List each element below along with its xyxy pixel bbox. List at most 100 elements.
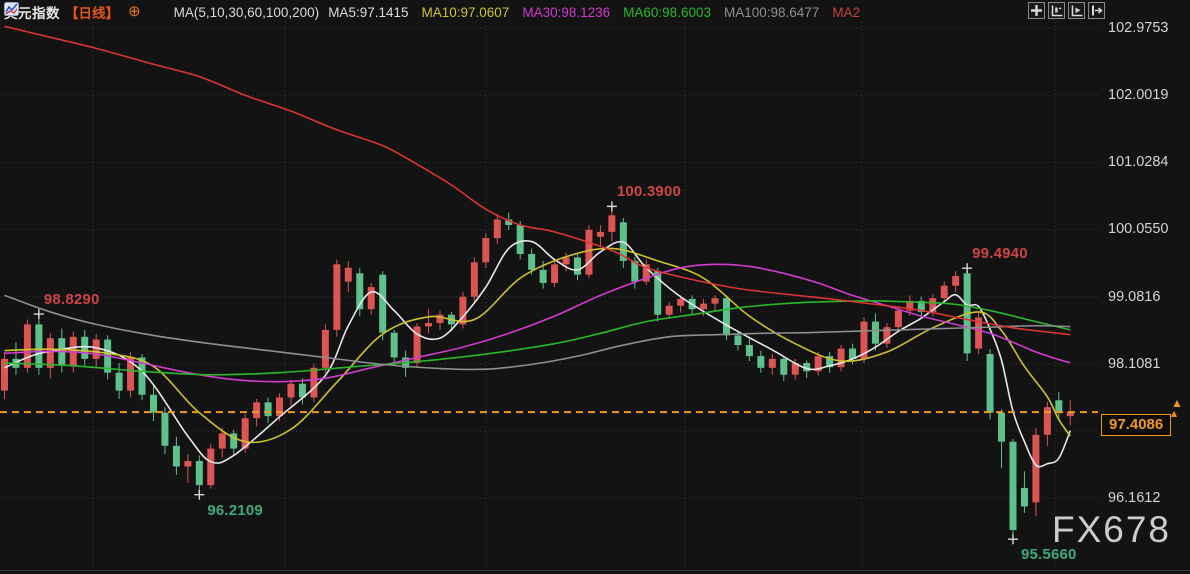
candle-body (1066, 411, 1074, 417)
candle-body (425, 322, 433, 327)
candle-body (734, 335, 742, 346)
candle-body (149, 394, 157, 413)
candle-body (276, 397, 284, 417)
candle-body (459, 296, 467, 325)
axis-play-button[interactable] (1068, 2, 1085, 19)
candle-body (986, 354, 994, 413)
candle-body (321, 329, 329, 368)
extreme-cross-icon (606, 201, 617, 212)
candle-body (344, 267, 352, 282)
annotation-low: 96.2109 (207, 501, 263, 519)
legend-bar: 美元指数 【日线】 ⊕ MA(5,10,30,60,100,200) MA5:9… (4, 2, 860, 22)
candle-body (711, 298, 719, 304)
axis-scale-button[interactable] (1048, 2, 1065, 19)
axis-play-icon (1071, 5, 1083, 17)
candle-body (826, 356, 834, 368)
candle-body (436, 314, 444, 323)
candle-body (791, 363, 799, 375)
candle-body (917, 300, 925, 312)
ma-legend-values: MA5:97.1415 MA10:97.0607 MA30:98.1236 MA60:… (328, 5, 860, 20)
candle-body (596, 231, 604, 237)
candle-body (539, 269, 547, 283)
annotation-low: 95.5660 (1020, 546, 1077, 564)
candle-body (574, 257, 581, 275)
collapse-panel-button[interactable] (1088, 2, 1105, 19)
candle-body (470, 262, 478, 297)
add-indicator-icon[interactable]: ⊕ (128, 3, 141, 20)
y-axis-label: 98.1081 (1108, 355, 1161, 372)
ma-legend-item: MA100:98.6477 (723, 4, 820, 20)
annotation-high: 98.8290 (43, 291, 100, 309)
candle-body (195, 460, 203, 486)
candle-body (757, 356, 765, 368)
candle-body (722, 298, 730, 336)
candle-body (883, 327, 891, 344)
watermark: FX678 (1052, 509, 1172, 550)
toolbar (1028, 2, 1105, 19)
extreme-cross-icon (194, 489, 205, 500)
candle-body (894, 310, 902, 328)
candle-body (46, 338, 54, 368)
candle-body (298, 383, 306, 398)
candle-body (92, 339, 100, 359)
ma-line-ma100 (4, 294, 1071, 371)
ma-legend-item: MA2 (832, 4, 861, 20)
collapse-panel-icon (1092, 5, 1103, 16)
candle-body (81, 336, 89, 359)
ma-settings-label[interactable]: MA(5,10,30,60,100,200) (173, 4, 320, 20)
candle-body (367, 287, 375, 310)
candle-body (493, 219, 501, 239)
candle-body (379, 274, 387, 333)
candle-body (631, 260, 639, 282)
candle-body (642, 264, 650, 282)
extreme-cross-icon (1007, 534, 1018, 545)
candle-body (814, 356, 822, 372)
extreme-cross-icon (962, 263, 973, 274)
ma-line-ma30 (4, 263, 1071, 383)
candle-body (241, 418, 249, 449)
extreme-cross-icon (33, 309, 44, 320)
candle-body (207, 448, 215, 486)
candle-body (333, 264, 341, 330)
period-tag[interactable]: 【日线】 (65, 6, 119, 21)
ma-line-ma60 (4, 300, 1071, 376)
candle-body (161, 412, 169, 446)
candle-body (138, 357, 146, 395)
candle-body (1055, 400, 1063, 412)
candle-body (1032, 434, 1040, 503)
candle-body (264, 402, 272, 417)
candle-body (287, 383, 295, 398)
ma-legend-item: MA5:97.1415 (328, 4, 409, 20)
candle-body (998, 412, 1006, 442)
candle-body (929, 298, 937, 312)
candle-body (218, 433, 226, 449)
candle-body (127, 357, 135, 391)
move-tool-button[interactable] (1028, 2, 1045, 19)
candle-body (803, 363, 811, 372)
candle-body (253, 402, 261, 419)
candle-body (952, 276, 960, 286)
candle-body (310, 367, 318, 398)
candle-body (516, 225, 524, 254)
ma-line-ma10 (4, 247, 1071, 444)
candle-body (230, 433, 238, 449)
candle-body (528, 253, 536, 270)
candle-body (608, 215, 616, 232)
ma-line-ma200 (4, 25, 1071, 336)
y-axis-label: 102.0019 (1108, 87, 1169, 104)
candle-body (1020, 487, 1028, 507)
annotation-high: 99.4940 (972, 245, 1028, 263)
axis-scale-icon (1051, 5, 1063, 17)
current-price-tag: 97.4086 (1101, 414, 1172, 437)
candle-body (35, 324, 43, 368)
candle-body (860, 321, 868, 359)
candle-body (780, 358, 788, 375)
y-axis-label: 96.1612 (1108, 490, 1161, 507)
candle-body (505, 219, 513, 226)
chart-type-icon[interactable] (4, 2, 165, 19)
price-marker-icon: ▲ ▴ (1171, 396, 1183, 421)
candle-body (562, 257, 570, 265)
bottom-divider (0, 570, 1190, 571)
